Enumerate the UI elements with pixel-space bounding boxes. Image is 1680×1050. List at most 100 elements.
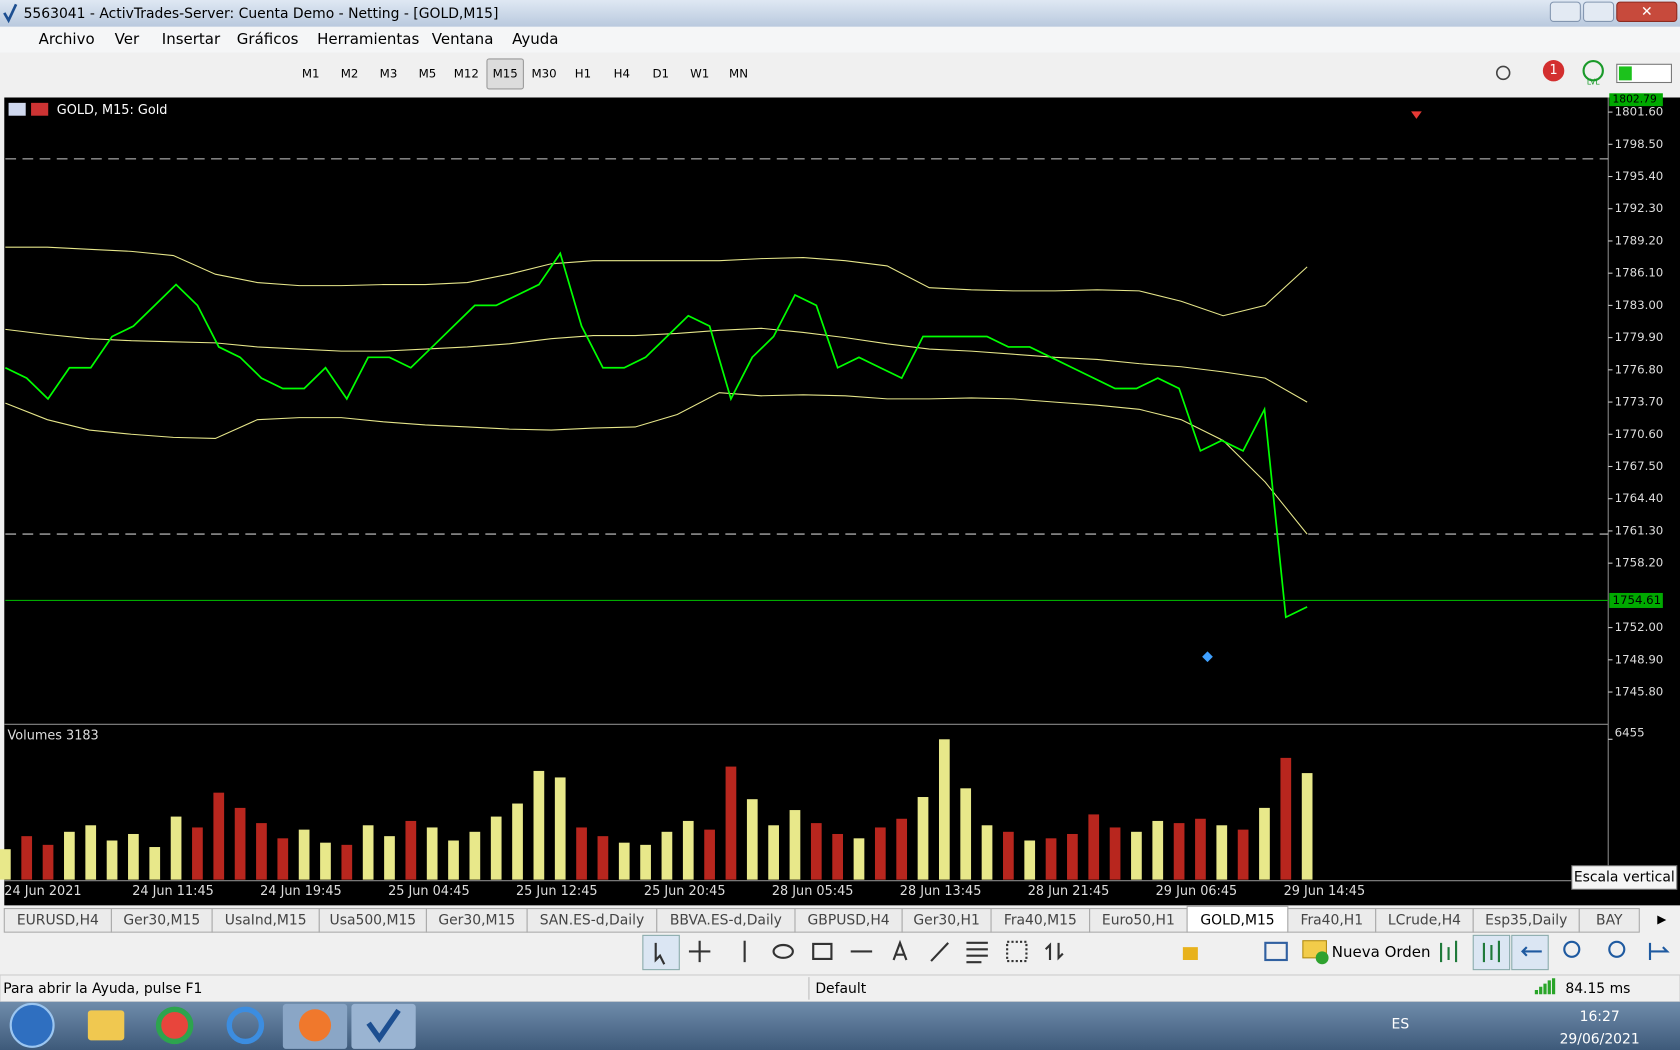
timeframe-button[interactable]: M5 (419, 66, 437, 80)
timeframe-button[interactable]: M30 (532, 66, 557, 80)
band-upper (5, 246, 1308, 317)
start-button[interactable] (9, 1002, 55, 1048)
title-bar (0, 0, 1680, 27)
band-middle (5, 327, 1308, 403)
volume-bar (896, 818, 908, 880)
search-icon[interactable] (1495, 65, 1511, 81)
crosshair-tool[interactable] (688, 940, 711, 963)
tab-label: GBPUSD,H4 (808, 912, 890, 928)
volume-bar (448, 840, 459, 880)
volume-bar (85, 825, 97, 880)
tab-label: Usa500,M15 (330, 912, 417, 928)
bars-tool[interactable] (1440, 940, 1458, 963)
fibo-tool[interactable] (966, 941, 988, 964)
language: ES (1392, 1016, 1410, 1032)
y-tick-label: 1748.90 (1615, 652, 1664, 666)
tab-label: Fra40,M15 (1004, 912, 1077, 928)
alerts-badge[interactable] (1542, 60, 1565, 82)
volume-bar (128, 833, 139, 880)
volume-title: Volumes 3183 (8, 729, 99, 744)
rect-tool[interactable] (812, 942, 833, 960)
volume-bar (106, 840, 118, 880)
x-tick-label: 28 Jun 05:45 (772, 884, 854, 899)
label-tool[interactable] (1006, 940, 1028, 963)
lock-icon[interactable] (1182, 947, 1198, 960)
menu-item[interactable]: Gráficos (237, 30, 299, 48)
tab[interactable] (1578, 908, 1640, 933)
autoscroll[interactable] (1648, 942, 1670, 960)
mt5-task[interactable] (351, 1003, 416, 1049)
volume-bar (234, 807, 246, 880)
status-help: Para abrir la Ayuda, pulse F1 (3, 981, 202, 997)
volume-bar (874, 827, 886, 880)
timeframe-button[interactable]: W1 (690, 66, 709, 80)
timeframe-button[interactable]: H1 (575, 66, 591, 80)
mt5-icon (366, 1008, 401, 1043)
timeframe-button[interactable]: M15 (493, 66, 518, 80)
tab-scroll[interactable]: ▶ (1657, 912, 1667, 926)
volume-bar (1088, 814, 1100, 880)
menu-item[interactable]: Ventana (432, 30, 494, 48)
timeframe-button[interactable]: M12 (454, 66, 479, 80)
flag-icon (31, 102, 49, 116)
timeframe-button[interactable]: M1 (302, 66, 320, 80)
timeframe-button[interactable]: D1 (652, 66, 669, 80)
new-order[interactable]: Nueva Orden (1332, 943, 1431, 961)
clock-date: 29/06/2021 (1560, 1031, 1640, 1047)
tab-label: Ger30,H1 (913, 912, 979, 928)
volume-bar (1003, 831, 1014, 880)
chrome-icon[interactable] (155, 1006, 194, 1045)
charts: GOLD, M15: Gold 1801.60 1798.50 1795.40 1792… (0, 93, 1663, 899)
timeframe-button[interactable]: MN (729, 66, 748, 80)
volume-bar (42, 844, 54, 880)
chart-area (4, 97, 1680, 906)
menu-item[interactable]: Ver (115, 30, 140, 48)
volume-bar (789, 810, 801, 880)
cursor-tool[interactable] (642, 934, 680, 971)
arrows-tool[interactable] (1044, 942, 1064, 961)
volume-bar (1216, 825, 1228, 880)
close-button[interactable] (1616, 1, 1678, 22)
menu-item[interactable]: Ayuda (512, 30, 558, 48)
volume-bar (554, 777, 566, 880)
tab-label: BBVA.ES-d,Daily (670, 912, 782, 928)
volume-bar (917, 797, 929, 880)
y-tick-label: 1764.40 (1615, 491, 1664, 505)
x-tick-label: 25 Jun 04:45 (388, 884, 470, 899)
menu-item[interactable]: Archivo (39, 30, 95, 48)
tab-label: Esp35,Daily (1485, 912, 1567, 928)
level-icon[interactable] (1582, 59, 1604, 82)
window-title: 5563041 - ActivTrades-Server: Cuenta Dem… (24, 6, 499, 22)
tab-label: EURUSD,H4 (17, 912, 99, 928)
explorer-icon[interactable] (87, 1010, 125, 1041)
sell-arrow (1411, 111, 1422, 119)
timeframe-button[interactable]: M2 (341, 66, 359, 80)
y-tick-label: 1752.00 (1615, 620, 1664, 634)
volume-bar (725, 766, 737, 880)
volume-bar (1280, 757, 1292, 880)
trendline-tool[interactable] (930, 942, 949, 962)
connection-icon (1534, 978, 1556, 995)
maximize-button[interactable] (1583, 1, 1615, 22)
navigator-icon[interactable] (1264, 941, 1288, 962)
menu-item[interactable]: Herramientas (317, 30, 419, 48)
minimize-button[interactable] (1549, 1, 1581, 22)
volume-bar (640, 844, 651, 880)
zoom-in[interactable] (1608, 940, 1626, 958)
zoom-out[interactable] (1563, 940, 1581, 958)
y-tick-label: 6455 (1615, 725, 1645, 739)
x-tick-label: 25 Jun 12:45 (516, 884, 598, 899)
volume-bar (1067, 833, 1078, 880)
ellipse-tool[interactable] (772, 943, 794, 959)
text-tool[interactable] (892, 939, 908, 961)
volume-bar (1237, 829, 1249, 880)
timeframe-button[interactable]: H4 (614, 66, 630, 80)
volume-bar (682, 820, 694, 880)
menu-item[interactable]: Insertar (162, 30, 221, 48)
ie-icon[interactable] (226, 1006, 265, 1045)
volume-bar (1301, 773, 1313, 880)
toolbar (0, 52, 1680, 96)
timeframe-button[interactable]: M3 (380, 66, 398, 80)
chart-title: GOLD, M15: Gold (57, 103, 168, 118)
tab-label: SAN.ES-d,Daily (540, 912, 645, 928)
